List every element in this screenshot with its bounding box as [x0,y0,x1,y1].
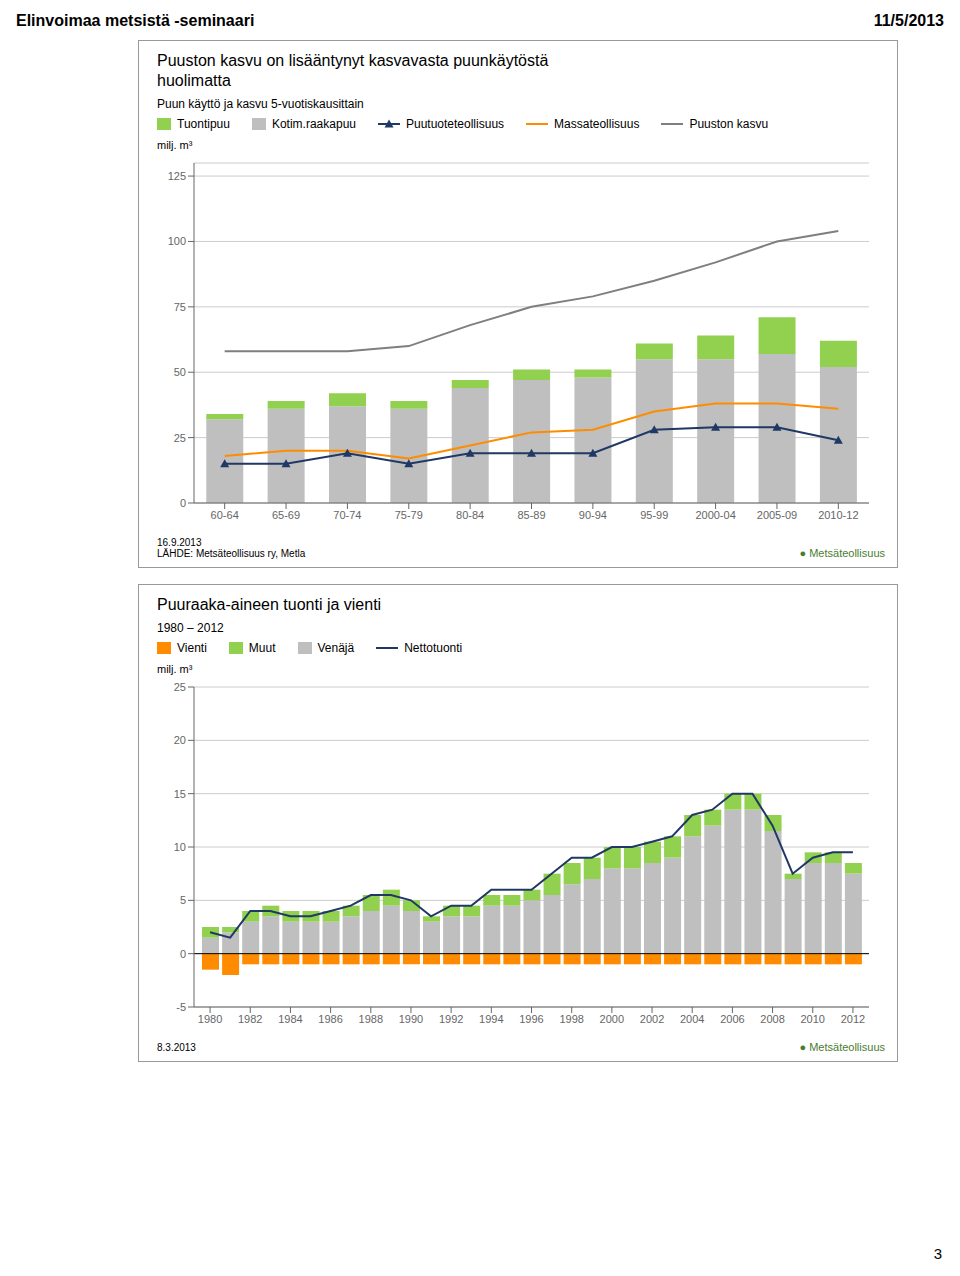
svg-text:1998: 1998 [559,1013,583,1025]
svg-text:85-89: 85-89 [517,509,545,521]
svg-text:2000: 2000 [600,1013,624,1025]
svg-text:1988: 1988 [359,1013,383,1025]
html-text:● Metsäteollisuus: ● Metsäteollisuus [799,1041,885,1053]
svg-text:2006: 2006 [720,1013,744,1025]
svg-text:0: 0 [180,497,186,509]
svg-text:95-99: 95-99 [640,509,668,521]
html-text:Puuston kasvu: Puuston kasvu [689,117,769,131]
html-text:11/5/2013: 11/5/2013 [873,12,944,29]
svg-text:100: 100 [168,235,186,247]
svg-text:1996: 1996 [519,1013,543,1025]
svg-text:2010: 2010 [801,1013,825,1025]
svg-text:1982: 1982 [238,1013,262,1025]
svg-text:5: 5 [180,894,186,906]
svg-text:15: 15 [174,788,186,800]
svg-text:1986: 1986 [318,1013,342,1025]
html-text:Puutuoteteollisuus: Puutuoteteollisuus [406,117,505,131]
svg-text:1980: 1980 [198,1013,222,1025]
svg-text:75-79: 75-79 [395,509,423,521]
html-text:● Metsäteollisuus: ● Metsäteollisuus [799,547,885,559]
html-text:Vienti: Vienti [177,641,207,655]
html-text:Kotim.raakapuu: Kotim.raakapuu [271,117,356,131]
svg-text:50: 50 [174,366,186,378]
html-text:Puuston kasvu on lisääntynyt k: Puuston kasvu on lisääntynyt kasvavasta … [157,52,549,89]
svg-text:90-94: 90-94 [579,509,607,521]
svg-text:25: 25 [174,681,186,693]
html-text:Puuraaka-aineen tuonti ja vien: Puuraaka-aineen tuonti ja vienti [157,596,382,613]
html-text:Elinvoimaa metsistä -seminaari: Elinvoimaa metsistä -seminaari [16,12,255,29]
html-text:Venäjä: Venäjä [317,641,355,655]
svg-text:75: 75 [174,301,186,313]
svg-text:2008: 2008 [760,1013,784,1025]
svg-text:80-84: 80-84 [456,509,484,521]
svg-text:65-69: 65-69 [272,509,300,521]
svg-text:60-64: 60-64 [211,509,239,521]
svg-text:10: 10 [174,841,186,853]
html-text:3: 3 [933,1245,942,1262]
svg-text:125: 125 [168,170,186,182]
svg-text:1994: 1994 [479,1013,503,1025]
svg-text:2012: 2012 [841,1013,865,1025]
svg-text:20: 20 [174,734,186,746]
svg-text:2002: 2002 [640,1013,664,1025]
html-text:milj. m³: milj. m³ [157,139,193,151]
html-text:milj. m³: milj. m³ [157,663,193,675]
svg-text:1984: 1984 [278,1013,302,1025]
svg-text:2004: 2004 [680,1013,704,1025]
svg-text:25: 25 [174,432,186,444]
html-text:1980 – 2012: 1980 – 2012 [157,621,224,635]
html-text:Massateollisuus: Massateollisuus [554,117,640,131]
svg-text:0: 0 [180,948,186,960]
svg-text:1990: 1990 [399,1013,423,1025]
html-text:16.9.2013: 16.9.2013 [157,537,202,548]
html-text:LÄHDE: Metsäteollisuus ry, Met: LÄHDE: Metsäteollisuus ry, Metla [157,548,306,559]
svg-text:2000-04: 2000-04 [695,509,735,521]
html-text:Tuontipuu: Tuontipuu [177,117,230,131]
svg-text:-5: -5 [176,1001,186,1013]
html-text:Muut: Muut [248,641,276,655]
svg-text:2005-09: 2005-09 [757,509,797,521]
svg-text:2010-12: 2010-12 [818,509,858,521]
html-text:Puun käyttö ja kasvu 5-vuotisk: Puun käyttö ja kasvu 5-vuotiskausittain [157,97,364,111]
svg-text:70-74: 70-74 [333,509,361,521]
svg-text:1992: 1992 [439,1013,463,1025]
html-text:8.3.2013: 8.3.2013 [157,1042,196,1053]
html-text:Nettotuonti: Nettotuonti [404,641,463,655]
